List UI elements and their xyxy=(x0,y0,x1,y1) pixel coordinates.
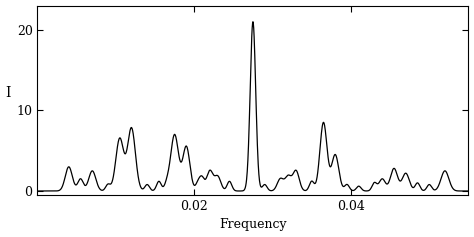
X-axis label: Frequency: Frequency xyxy=(219,219,287,232)
Y-axis label: I: I xyxy=(6,86,11,100)
